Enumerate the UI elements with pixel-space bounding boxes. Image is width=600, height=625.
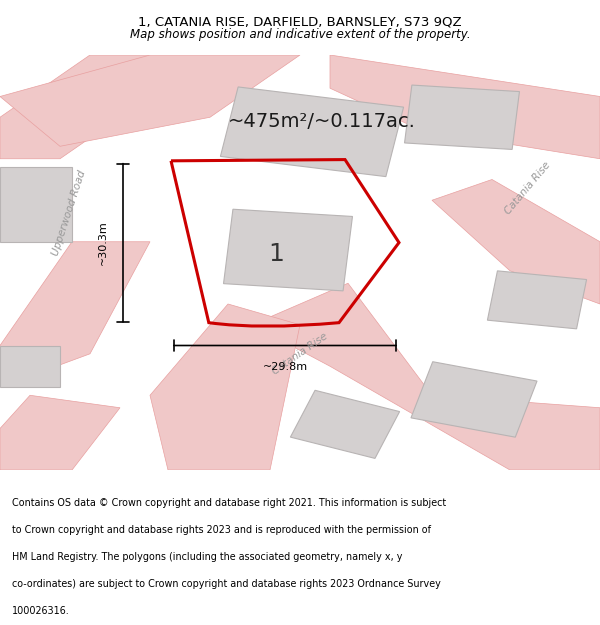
Polygon shape [0,346,60,387]
Polygon shape [0,167,72,242]
Polygon shape [150,304,300,470]
Text: to Crown copyright and database rights 2023 and is reproduced with the permissio: to Crown copyright and database rights 2… [12,525,431,535]
Polygon shape [0,55,300,146]
Polygon shape [0,55,210,159]
Polygon shape [404,85,520,149]
Text: Upperwood Road: Upperwood Road [50,169,88,257]
Text: 1: 1 [268,242,284,266]
Polygon shape [0,395,120,470]
Polygon shape [432,179,600,304]
Polygon shape [411,362,537,437]
Text: HM Land Registry. The polygons (including the associated geometry, namely x, y: HM Land Registry. The polygons (includin… [12,552,403,562]
Text: Catania Rise: Catania Rise [503,159,553,216]
Polygon shape [487,271,587,329]
Polygon shape [220,87,404,177]
Text: 1, CATANIA RISE, DARFIELD, BARNSLEY, S73 9QZ: 1, CATANIA RISE, DARFIELD, BARNSLEY, S73… [138,16,462,28]
Polygon shape [0,242,150,387]
Text: ~29.8m: ~29.8m [262,362,308,372]
Text: Map shows position and indicative extent of the property.: Map shows position and indicative extent… [130,28,470,41]
Polygon shape [224,209,352,291]
Text: co-ordinates) are subject to Crown copyright and database rights 2023 Ordnance S: co-ordinates) are subject to Crown copyr… [12,579,441,589]
Text: Catania Rise: Catania Rise [271,331,329,377]
Polygon shape [252,283,600,470]
Text: Contains OS data © Crown copyright and database right 2021. This information is : Contains OS data © Crown copyright and d… [12,498,446,508]
Text: ~475m²/~0.117ac.: ~475m²/~0.117ac. [228,112,416,131]
Polygon shape [290,390,400,458]
Text: 100026316.: 100026316. [12,606,70,616]
Polygon shape [330,55,600,159]
Text: ~30.3m: ~30.3m [98,221,108,265]
